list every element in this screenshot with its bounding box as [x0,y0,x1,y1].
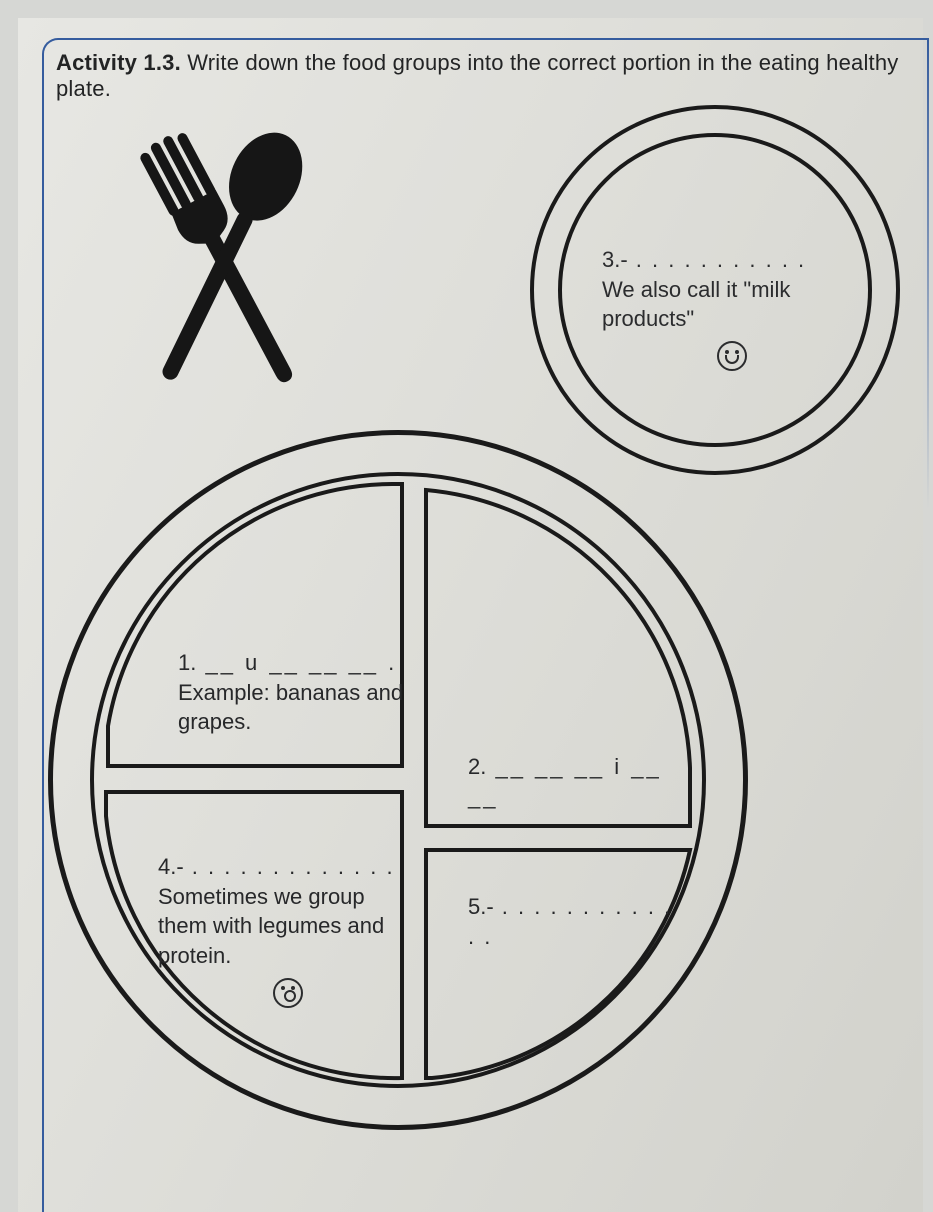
section-3-text: 3.- . . . . . . . . . . . We also call i… [602,245,862,371]
section-2-blank[interactable]: __ __ __ i __ __ [468,754,662,809]
section-4-text: 4.- . . . . . . . . . . . . . Sometimes … [158,852,418,1008]
utensils-icon [82,112,362,412]
section-3-hint: We also call it "milk products" [602,277,790,332]
section-4-number: 4.- [158,854,184,879]
surprised-icon [273,978,303,1008]
section-4-blank[interactable]: . . . . . . . . . . . . . [184,854,395,879]
smile-icon [717,341,747,371]
activity-instruction: Write down the food groups into the corr… [56,50,899,101]
section-3-number: 3.- [602,247,628,272]
section-1-hint: Example: bananas and grapes. [178,680,403,735]
activity-number: Activity 1.3. [56,50,181,75]
section-5-text: 5.- . . . . . . . . . . . . . [468,892,688,951]
section-3-blank[interactable]: . . . . . . . . . . . [628,247,806,272]
section-5-blank[interactable]: . . . . . . . . . . . . . [468,894,672,949]
section-2-text: 2. __ __ __ i __ __ [468,752,698,811]
section-4-hint: Sometimes we group them with legumes and… [158,884,384,968]
section-1-text: 1. __ u __ __ __ . Example: bananas and … [178,648,408,737]
section-5-number: 5.- [468,894,494,919]
section-2-number: 2. [468,754,486,779]
activity-title: Activity 1.3. Write down the food groups… [56,50,903,102]
main-plate: 1. __ u __ __ __ . Example: bananas and … [48,430,748,1130]
dairy-plate: 3.- . . . . . . . . . . . We also call i… [530,105,900,475]
section-1-blank[interactable]: __ u __ __ __ . [196,650,397,675]
section-1-number: 1. [178,650,196,675]
